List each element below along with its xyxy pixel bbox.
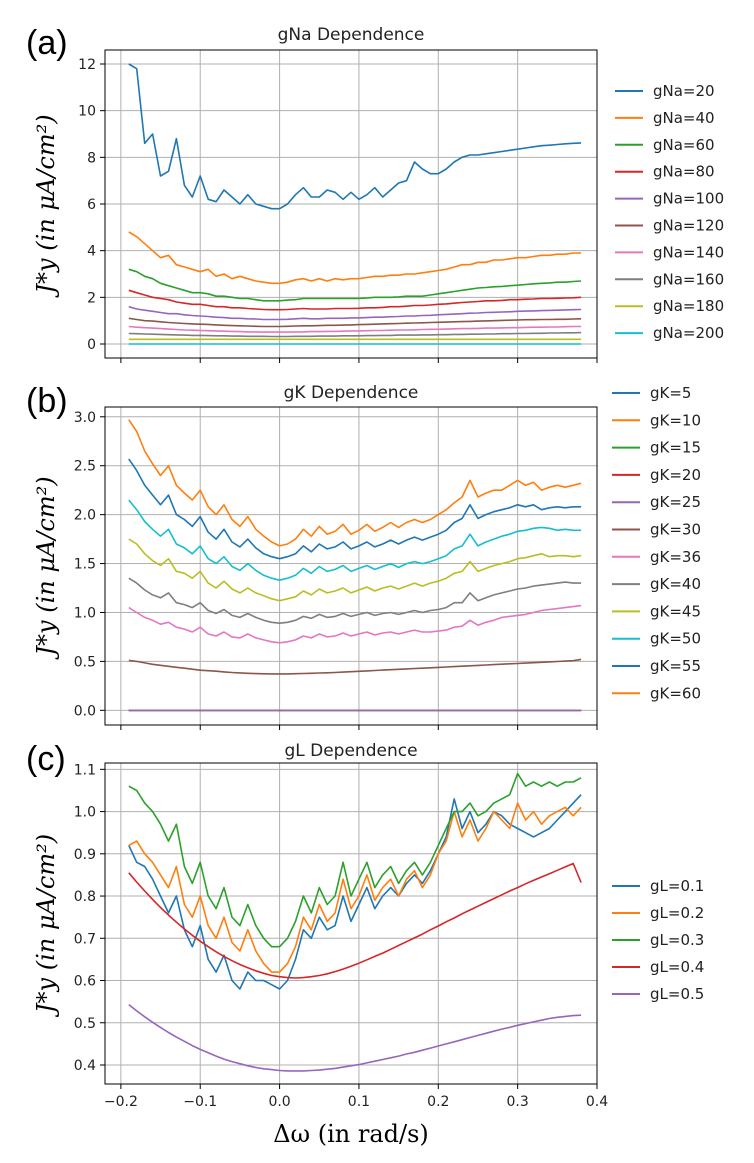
y-tick-label: 1.0 bbox=[74, 805, 96, 821]
y-tick-label: 0.7 bbox=[74, 931, 96, 947]
x-axis-label: Δω (in rad/s) bbox=[273, 1120, 429, 1148]
y-axis-label: J*y (in μA/cm²) bbox=[32, 834, 60, 1018]
legend-label: gL=0.2 bbox=[650, 904, 704, 922]
legend-label: gK=10 bbox=[650, 411, 701, 429]
chart-title: gL Dependence bbox=[284, 741, 417, 761]
panel-3: 0.4 0.5 0.6 0.7 0.8 0.9 1.0 1.1 −0.2 −0.1 0.0 0.1 0.… bbox=[26, 740, 704, 1110]
y-tick-label: 0.9 bbox=[74, 847, 96, 863]
legend-label: gK=45 bbox=[650, 602, 701, 620]
y-tick-label: 10 bbox=[78, 104, 96, 120]
y-tick-label: 0.4 bbox=[74, 1058, 96, 1074]
series-line-gl-0-1 bbox=[128, 794, 582, 990]
y-tick-label: 2.5 bbox=[74, 459, 96, 475]
series-line-gna-20 bbox=[128, 63, 582, 210]
series-line-gna-120 bbox=[128, 317, 582, 328]
plot-frame bbox=[104, 762, 598, 1085]
panel-label: (b) bbox=[26, 382, 68, 420]
legend-label: gL=0.1 bbox=[650, 877, 704, 895]
panel-1: 0 2 4 6 8 10 12 gNa Dependence (a) J*y (in μA/cm²… bbox=[26, 24, 724, 363]
y-tick-label: 0.5 bbox=[74, 1016, 96, 1032]
legend: gK=5 gK=10 gK=15 gK=20 gK=25 gK=30 gK=36 gK=40 g… bbox=[612, 384, 701, 702]
legend-label: gK=20 bbox=[650, 466, 701, 484]
legend-label: gK=5 bbox=[650, 384, 691, 402]
y-tick-label: 2 bbox=[87, 290, 96, 306]
legend: gL=0.1 gL=0.2 gL=0.3 gL=0.4 gL=0.5 bbox=[612, 877, 704, 1003]
legend-label: gL=0.5 bbox=[650, 985, 704, 1003]
panel-label: (a) bbox=[26, 24, 68, 62]
legend-label: gNa=200 bbox=[653, 324, 724, 342]
series-line-gl-0-3 bbox=[128, 772, 582, 948]
series-line-gna-40 bbox=[128, 231, 582, 285]
series-line-gk-45 bbox=[128, 538, 582, 602]
y-tick-label: 8 bbox=[87, 150, 96, 166]
x-tick-label: 0.1 bbox=[348, 1094, 370, 1110]
x-tick-label: 0.0 bbox=[268, 1094, 290, 1110]
legend-label: gNa=80 bbox=[653, 163, 715, 181]
legend-label: gK=60 bbox=[650, 684, 701, 702]
series-line-gk-30 bbox=[128, 658, 582, 675]
legend-label: gNa=60 bbox=[653, 136, 715, 154]
y-tick-label: 4 bbox=[87, 244, 96, 260]
series-line-gk-40 bbox=[128, 577, 582, 625]
x-tick-label: 0.4 bbox=[586, 1094, 608, 1110]
y-tick-label: 0.6 bbox=[74, 974, 96, 990]
legend-label: gL=0.3 bbox=[650, 931, 704, 949]
y-tick-label: 0 bbox=[87, 337, 96, 353]
y-axis-label: J*y (in μA/cm²) bbox=[32, 476, 60, 660]
y-tick-label: 1.1 bbox=[74, 762, 96, 778]
legend-label: gNa=20 bbox=[653, 82, 715, 100]
series-line-gk-50 bbox=[128, 499, 582, 582]
y-tick-label: 3.0 bbox=[74, 410, 96, 426]
chart-title: gK Dependence bbox=[284, 383, 419, 403]
y-tick-label: 0.5 bbox=[74, 654, 96, 670]
x-tick-label: 0.2 bbox=[427, 1094, 449, 1110]
series-line-gk-60 bbox=[128, 419, 582, 547]
y-tick-label: 0.8 bbox=[74, 889, 96, 905]
series-line-gl-0-5 bbox=[128, 1003, 582, 1072]
legend-label: gK=25 bbox=[650, 493, 701, 511]
series-line-gk-55 bbox=[128, 458, 582, 560]
legend-label: gNa=40 bbox=[653, 109, 715, 127]
legend-label: gL=0.4 bbox=[650, 958, 704, 976]
legend: gNa=20 gNa=40 gNa=60 gNa=80 gNa=100 gNa=120 gN… bbox=[615, 82, 724, 342]
legend-label: gK=50 bbox=[650, 630, 701, 648]
panel-label: (c) bbox=[26, 740, 66, 778]
legend-label: gK=55 bbox=[650, 657, 701, 675]
legend-label: gNa=180 bbox=[653, 297, 724, 315]
series-line-gl-0-2 bbox=[128, 802, 582, 973]
plot-frame bbox=[104, 406, 598, 726]
panel-2: 0.0 0.5 1.0 1.5 2.0 2.5 3.0 gK Dependence (b) J*y… bbox=[26, 382, 701, 730]
legend-label: gNa=120 bbox=[653, 217, 724, 235]
x-tick-label: −0.2 bbox=[104, 1094, 138, 1110]
y-axis-label: J*y (in μA/cm²) bbox=[32, 114, 60, 298]
legend-label: gK=30 bbox=[650, 521, 701, 539]
y-tick-label: 0.0 bbox=[74, 703, 96, 719]
legend-label: gNa=140 bbox=[653, 243, 724, 261]
y-tick-label: 1.5 bbox=[74, 557, 96, 573]
y-tick-label: 12 bbox=[78, 57, 96, 73]
series-line-gk-36 bbox=[128, 604, 582, 644]
series-line-gna-160 bbox=[128, 331, 582, 338]
chart-title: gNa Dependence bbox=[278, 25, 425, 45]
legend-label: gK=40 bbox=[650, 575, 701, 593]
series-line-gna-80 bbox=[128, 289, 582, 311]
legend-label: gNa=160 bbox=[653, 270, 724, 288]
legend-label: gK=15 bbox=[650, 439, 701, 457]
series-line-gna-140 bbox=[128, 325, 582, 333]
series-line-gl-0-4 bbox=[128, 862, 582, 979]
series-line-gna-100 bbox=[128, 305, 582, 321]
x-tick-label: −0.1 bbox=[183, 1094, 217, 1110]
series-line-gna-60 bbox=[128, 268, 582, 302]
y-tick-label: 2.0 bbox=[74, 508, 96, 524]
x-tick-label: 0.3 bbox=[507, 1094, 529, 1110]
y-tick-label: 6 bbox=[87, 197, 96, 213]
legend-label: gK=36 bbox=[650, 548, 701, 566]
legend-label: gNa=100 bbox=[653, 190, 724, 208]
y-tick-label: 1.0 bbox=[74, 605, 96, 621]
